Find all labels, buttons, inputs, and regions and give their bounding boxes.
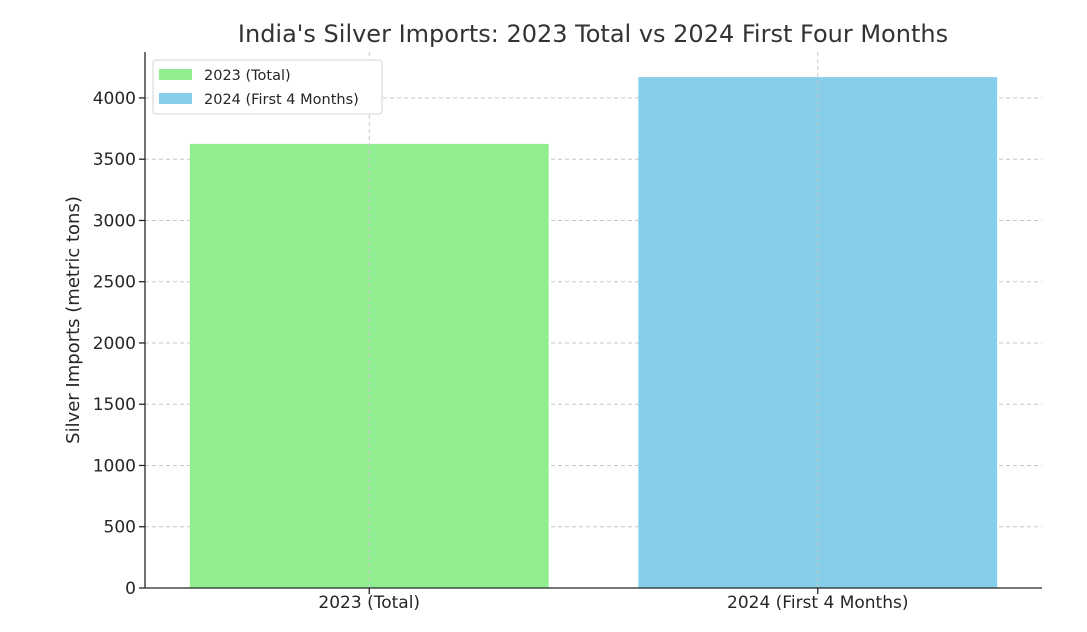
- legend-frame: [152, 59, 383, 115]
- legend-swatch: [159, 69, 192, 80]
- ticks-layer: 0 500 1000 1500 2000 2500 3000 3500 4000 2023 (To…: [93, 89, 909, 613]
- x-tick-label: 2023 (Total): [318, 593, 420, 613]
- y-tick-label: 2500: [93, 273, 136, 293]
- vertical-grid-layer: [368, 52, 819, 588]
- y-tick-label: 500: [104, 518, 136, 538]
- y-tick-label: 0: [125, 579, 136, 599]
- bar-1: [189, 143, 549, 588]
- y-tick-label: 1000: [93, 456, 136, 476]
- y-axis-label: Silver Imports (metric tons): [63, 196, 84, 444]
- x-tick-label: 2024 (First 4 Months): [727, 593, 908, 613]
- legend-label: 2023 (Total): [204, 68, 291, 84]
- y-tick-label: 4000: [93, 89, 136, 109]
- bars-layer: [189, 77, 998, 589]
- y-tick-label: 3000: [93, 211, 136, 231]
- y-tick-label: 1500: [93, 395, 136, 415]
- chart-title: India's Silver Imports: 2023 Total vs 20…: [238, 20, 948, 48]
- legend-label: 2024 (First 4 Months): [204, 92, 359, 108]
- legend: 2023 (Total) 2024 (First 4 Months): [152, 59, 383, 115]
- legend-swatch: [159, 93, 192, 104]
- y-tick-label: 2000: [93, 334, 136, 354]
- axes-layer: [144, 52, 1042, 589]
- y-tick-label: 3500: [93, 150, 136, 170]
